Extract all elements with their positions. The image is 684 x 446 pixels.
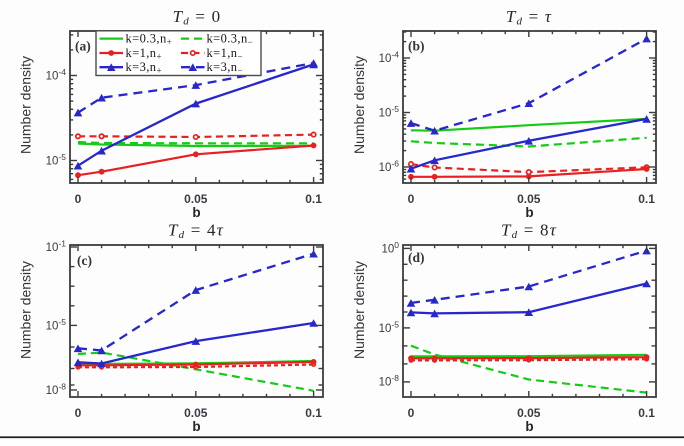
- svg-text:Td = 4τ: Td = 4τ: [168, 221, 224, 241]
- svg-text:Td = 8τ: Td = 8τ: [501, 221, 557, 241]
- svg-text:k=3,n−: k=3,n−: [207, 60, 243, 76]
- svg-text:0: 0: [408, 192, 415, 206]
- svg-text:0.05: 0.05: [184, 192, 208, 206]
- svg-text:0.1: 0.1: [638, 406, 655, 420]
- svg-text:0.05: 0.05: [517, 406, 541, 420]
- svg-text:0.1: 0.1: [638, 192, 655, 206]
- svg-text:k=0.3,n−: k=0.3,n−: [207, 31, 254, 47]
- svg-text:Td = 0: Td = 0: [173, 7, 222, 27]
- svg-text:0.1: 0.1: [305, 192, 322, 206]
- svg-text:0.1: 0.1: [305, 406, 322, 420]
- svg-text:Td = τ: Td = τ: [506, 7, 552, 27]
- svg-text:0.05: 0.05: [184, 406, 208, 420]
- svg-text:k=1,n−: k=1,n−: [207, 46, 243, 62]
- svg-text:k=0.3,n+: k=0.3,n+: [126, 31, 173, 47]
- svg-text:b: b: [525, 205, 533, 220]
- svg-text:(c): (c): [77, 253, 92, 268]
- svg-text:0: 0: [75, 406, 82, 420]
- svg-text:b: b: [525, 419, 533, 434]
- svg-text:(b): (b): [408, 39, 425, 54]
- svg-text:k=1,n+: k=1,n+: [126, 46, 162, 62]
- svg-text:Number density: Number density: [351, 261, 367, 359]
- svg-text:b: b: [192, 419, 200, 434]
- svg-text:k=3,n+: k=3,n+: [126, 60, 162, 76]
- svg-text:Number density: Number density: [351, 56, 367, 154]
- svg-text:0.05: 0.05: [517, 192, 541, 206]
- svg-text:0: 0: [75, 192, 82, 206]
- svg-text:(d): (d): [408, 250, 425, 265]
- svg-text:Number density: Number density: [18, 56, 34, 154]
- svg-text:(a): (a): [75, 39, 91, 54]
- svg-text:0: 0: [408, 406, 415, 420]
- svg-text:b: b: [192, 205, 200, 220]
- svg-text:Number density: Number density: [18, 261, 34, 359]
